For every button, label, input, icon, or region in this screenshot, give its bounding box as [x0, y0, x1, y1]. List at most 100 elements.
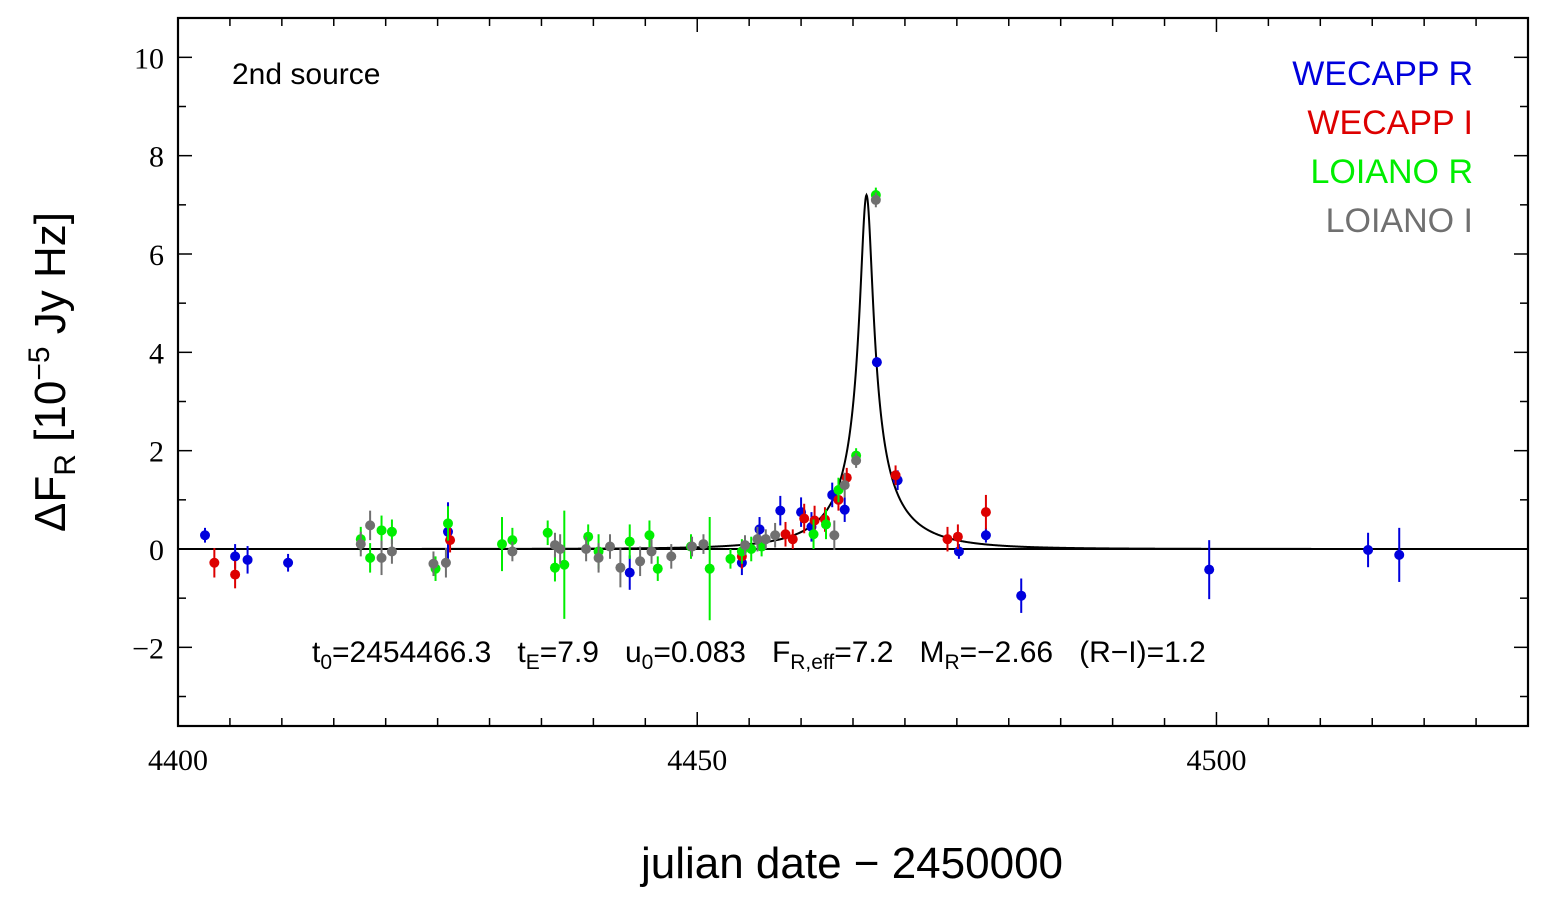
data-point: [1363, 544, 1374, 555]
data-point: [200, 530, 210, 541]
data-point: [549, 562, 560, 573]
fit-param-sub: R: [944, 651, 959, 674]
x-tick-labels: 4400 4450 4500: [148, 744, 1246, 777]
data-point: [952, 531, 963, 542]
fit-param: t: [517, 636, 526, 669]
data-point: [605, 541, 615, 552]
data-point: [1394, 549, 1405, 560]
data-point: [624, 567, 635, 578]
data-point: [624, 536, 635, 547]
data-point: [953, 546, 964, 557]
data-point: [787, 534, 798, 545]
x-tick-label: 4500: [1186, 744, 1246, 777]
fit-param-value: =0.083: [653, 636, 746, 669]
data-point: [376, 525, 387, 536]
data-point: [839, 504, 850, 515]
data-point: [829, 530, 840, 541]
data-point: [698, 539, 709, 550]
fit-param-value: =7.2: [834, 636, 893, 669]
data-point: [242, 554, 253, 565]
data-point: [851, 455, 862, 466]
fit-param: t: [312, 636, 321, 669]
data-point: [725, 553, 736, 564]
data-point: [821, 519, 831, 530]
data-point: [386, 546, 397, 557]
data-point: [760, 534, 771, 545]
data-point: [230, 551, 241, 562]
data-point: [740, 540, 750, 551]
fit-param-value: =−2.66: [960, 636, 1053, 669]
y-tick-label: 4: [149, 337, 164, 370]
data-point: [497, 539, 507, 550]
data-point: [980, 507, 991, 518]
legend-entry: LOIANO I: [1326, 202, 1473, 240]
data-point: [283, 557, 294, 568]
data-point: [1016, 590, 1027, 601]
data-point: [809, 515, 820, 526]
data-point: [770, 530, 781, 541]
legend-entry: LOIANO R: [1311, 153, 1473, 191]
data-point: [555, 544, 566, 554]
data-point: [559, 559, 570, 570]
fit-param-value: =2454466.3: [332, 636, 491, 669]
data-point: [443, 518, 453, 529]
data-point: [752, 534, 763, 545]
data-point: [704, 563, 715, 574]
data-point: [365, 552, 376, 563]
data-point: [942, 534, 953, 545]
series-wecapp-i: [209, 465, 991, 589]
fit-param: M: [919, 636, 944, 669]
data-point: [386, 526, 397, 537]
data-point: [355, 539, 366, 550]
fit-param: (R−I)=1.2: [1079, 636, 1206, 669]
axis-ticks: [177, 18, 1529, 726]
plot-area: [178, 187, 1528, 621]
x-axis-label: julian date − 2450000: [639, 839, 1063, 888]
data-point: [808, 529, 819, 540]
data-point: [775, 505, 786, 516]
y-tick-label: 6: [149, 239, 164, 272]
data-point: [1204, 564, 1215, 575]
data-point: [646, 546, 657, 557]
data-point: [209, 557, 220, 568]
legend-entry: WECAPP I: [1307, 104, 1473, 142]
data-point: [376, 552, 387, 563]
data-point: [666, 551, 677, 562]
y-tick-labels: −2 0 2 4 6 8 10: [132, 42, 164, 665]
data-point: [583, 531, 594, 542]
data-point: [871, 357, 882, 368]
fit-param-sub: 0: [320, 651, 332, 674]
data-point: [652, 563, 663, 574]
data-point: [799, 513, 810, 524]
data-point: [839, 480, 850, 491]
data-point: [581, 544, 592, 554]
y-tick-label: 10: [134, 42, 164, 75]
data-point: [644, 530, 655, 541]
legend: WECAPP R WECAPP I LOIANO R LOIANO I: [1292, 55, 1473, 240]
data-point: [507, 546, 518, 557]
data-point: [870, 194, 881, 205]
fit-param-sub: 0: [642, 651, 654, 674]
y-tick-label: −2: [132, 632, 164, 665]
data-point: [687, 541, 698, 552]
fit-param: F: [772, 636, 790, 669]
x-tick-label: 4400: [148, 744, 208, 777]
data-point: [780, 529, 791, 540]
legend-entry: WECAPP R: [1292, 55, 1473, 93]
panel-label: 2nd source: [232, 58, 380, 91]
data-point: [754, 524, 765, 535]
data-point: [980, 530, 991, 541]
data-point: [230, 569, 241, 580]
data-point: [635, 556, 646, 567]
series-loiano-i: [355, 192, 881, 588]
data-point: [615, 562, 626, 573]
data-point: [890, 470, 901, 481]
data-point: [428, 558, 439, 569]
data-point: [365, 520, 376, 531]
model-curve: [178, 192, 1528, 550]
y-tick-label: 2: [149, 436, 164, 469]
data-point: [507, 535, 518, 546]
fit-param-sub: E: [526, 651, 540, 674]
series-loiano-r: [355, 187, 881, 621]
